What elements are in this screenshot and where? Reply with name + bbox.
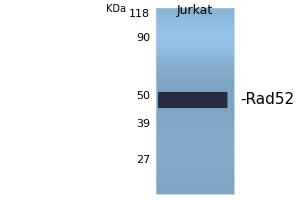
Text: KDa: KDa	[106, 4, 126, 14]
Text: 39: 39	[136, 119, 150, 129]
FancyBboxPatch shape	[161, 94, 220, 100]
Text: Jurkat: Jurkat	[177, 4, 213, 17]
Text: 27: 27	[136, 155, 150, 165]
FancyBboxPatch shape	[158, 92, 227, 108]
Text: 50: 50	[136, 91, 150, 101]
Text: 118: 118	[129, 9, 150, 19]
Bar	[156, 8, 234, 194]
Text: 90: 90	[136, 33, 150, 43]
Text: -Rad52: -Rad52	[240, 92, 294, 108]
